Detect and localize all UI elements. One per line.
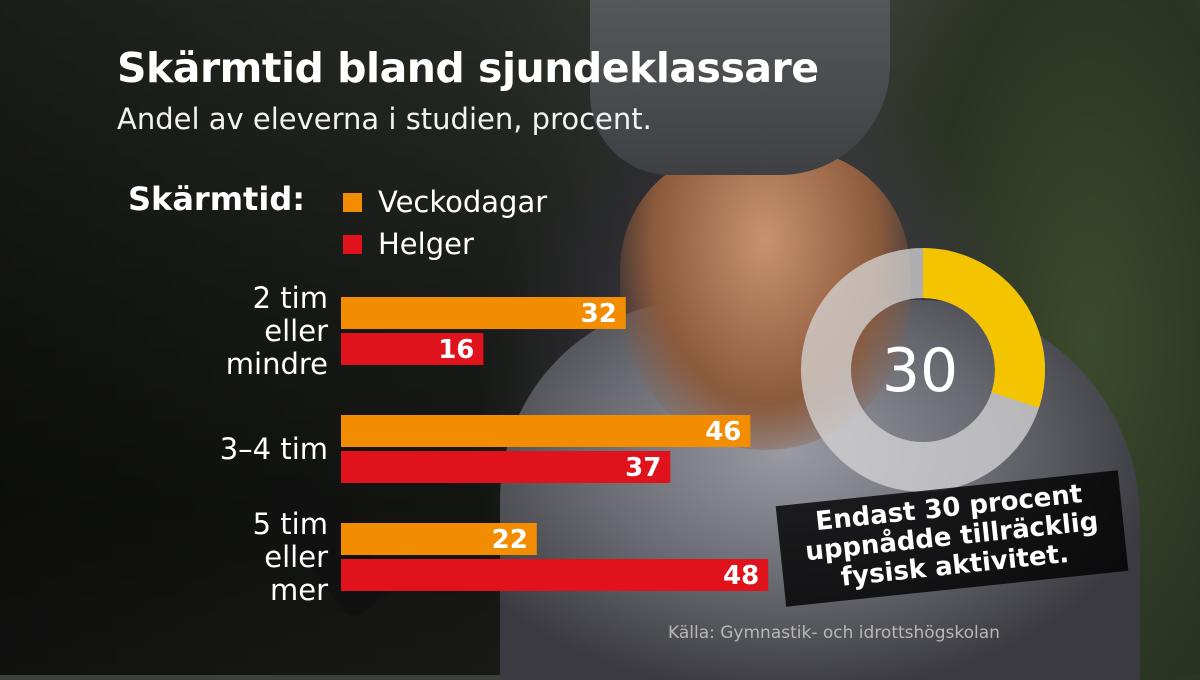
- bar-helger-0: [341, 333, 484, 365]
- bar-helger-2: [341, 559, 769, 591]
- source-note: Källa: Gymnastik- och idrottshögskolan: [668, 623, 1000, 643]
- donut-fill: [801, 248, 1045, 492]
- legend-heading: Skärmtid:: [128, 180, 306, 218]
- bar-value-veckodagar-2: 22: [492, 525, 528, 555]
- chart-subtitle: Andel av eleverna i studien, procent.: [117, 102, 652, 136]
- category-label-0: 2 tim eller mindre: [226, 281, 328, 381]
- category-label-2: 5 tim eller mer: [253, 507, 328, 607]
- legend-swatch-veckodagar: [343, 192, 362, 212]
- bar-veckodagar-2: [341, 523, 537, 555]
- activity-donut: 30: [801, 248, 1045, 492]
- category-label-1: 3–4 tim: [220, 432, 328, 466]
- legend-label-helger: Helger: [378, 227, 474, 261]
- chart-title: Skärmtid bland sjundeklassare: [117, 44, 819, 92]
- bar-value-helger-0: 16: [438, 335, 474, 365]
- bar-veckodagar-1: [341, 415, 751, 447]
- bar-veckodagar-0: [341, 297, 626, 329]
- legend-swatch-helger: [343, 234, 362, 254]
- legend-item-veckodagar: Veckodagar: [343, 184, 547, 220]
- bar-helger-1: [341, 451, 671, 483]
- bar-value-veckodagar-0: 32: [581, 299, 617, 329]
- bar-value-veckodagar-1: 46: [705, 417, 741, 447]
- bar-value-helger-2: 48: [723, 561, 759, 591]
- donut-value-label: 30: [882, 336, 958, 406]
- legend-item-helger: Helger: [343, 226, 474, 262]
- background-hat: [590, 0, 890, 175]
- bar-value-helger-1: 37: [625, 453, 661, 483]
- legend-label-veckodagar: Veckodagar: [378, 185, 548, 219]
